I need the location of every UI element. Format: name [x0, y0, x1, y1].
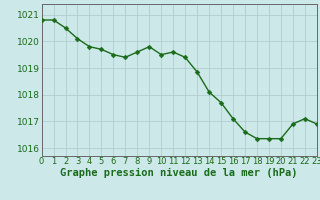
X-axis label: Graphe pression niveau de la mer (hPa): Graphe pression niveau de la mer (hPa): [60, 168, 298, 178]
